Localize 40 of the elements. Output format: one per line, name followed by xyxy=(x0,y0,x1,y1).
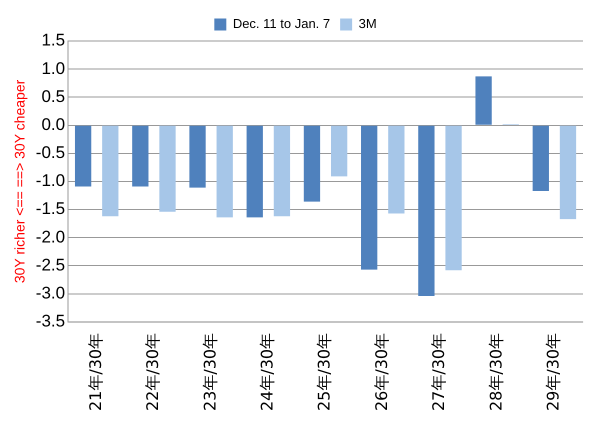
bar xyxy=(361,126,378,270)
x-tick-label: 22年/30年 xyxy=(143,332,162,411)
bar xyxy=(560,126,576,220)
bar xyxy=(159,126,176,212)
y-tick-label: 0.0 xyxy=(41,114,66,134)
y-tick-label: -3.5 xyxy=(36,312,66,331)
x-tick-label: 28年/30年 xyxy=(486,332,506,411)
y-tick-label: -3.0 xyxy=(36,283,66,302)
bar xyxy=(274,126,290,216)
x-tick-label: 21年/30年 xyxy=(86,332,105,411)
bar xyxy=(102,126,118,216)
bar xyxy=(445,126,462,270)
x-tick-label: 27年/30年 xyxy=(429,332,448,411)
bar xyxy=(304,126,320,202)
y-tick-label: 1.0 xyxy=(41,58,66,78)
x-tick-label: 29年/30年 xyxy=(544,332,563,411)
y-tick-label: -2.0 xyxy=(36,227,66,246)
bar xyxy=(388,126,404,214)
y-tick-label: 1.5 xyxy=(41,30,66,50)
bar xyxy=(74,126,92,186)
x-tick-label: 23年/30年 xyxy=(200,332,220,411)
bar xyxy=(330,126,348,176)
y-axis-title: 30Y richer <== ==> 30Y cheaper xyxy=(11,79,28,284)
bar xyxy=(418,126,435,296)
y-tick-label: -0.5 xyxy=(36,143,66,162)
bar xyxy=(532,126,549,191)
y-tick-label: -2.5 xyxy=(36,255,66,274)
x-tick-label: 24年/30年 xyxy=(257,332,276,411)
x-tick-label: 25年/30年 xyxy=(314,332,334,411)
x-tick-label: 26年/30年 xyxy=(372,332,391,411)
bar xyxy=(216,126,233,218)
bar xyxy=(246,126,263,218)
y-tick-label: 0.5 xyxy=(41,86,66,106)
bar xyxy=(189,126,206,188)
bar xyxy=(475,76,492,125)
bar xyxy=(132,126,148,186)
y-tick-label: -1.5 xyxy=(36,199,66,218)
legend-label: Dec. 11 to Jan. 7 xyxy=(232,16,330,32)
legend-label: 3M xyxy=(358,16,377,32)
y-tick-label: -1.0 xyxy=(36,171,66,190)
